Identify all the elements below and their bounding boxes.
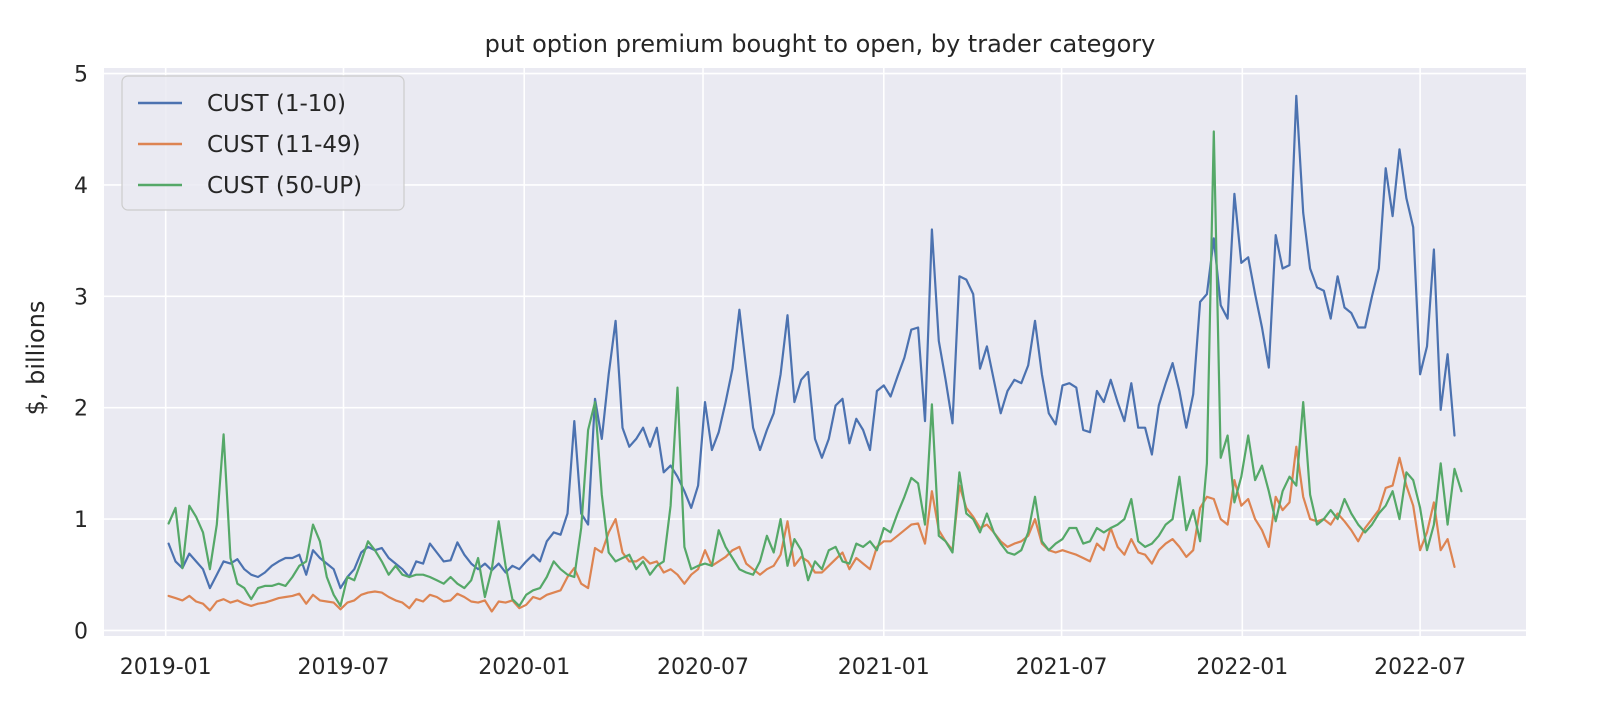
y-tick-label: 2 (74, 397, 88, 422)
y-tick-label: 4 (74, 174, 88, 199)
y-axis-label: $, billions (22, 301, 50, 416)
x-axis-ticks: 2019-01 2019-07 2020-01 2020-07 2021-01 2021-… (120, 655, 1466, 680)
y-axis-ticks: 0 1 2 3 4 5 (74, 63, 88, 645)
y-tick-label: 5 (74, 63, 88, 88)
x-tick-label: 2020-01 (478, 655, 570, 680)
y-tick-label: 0 (74, 619, 88, 644)
x-tick-label: 2020-07 (657, 655, 749, 680)
chart-title: put option premium bought to open, by tr… (485, 30, 1156, 58)
series-line-3 (167, 130, 1463, 608)
x-tick-label: 2021-07 (1016, 655, 1108, 680)
legend-label-1: CUST (1-10) (207, 91, 346, 117)
legend: CUST (1-10) CUST (11-49) CUST (50-UP) (121, 75, 405, 211)
legend-box (121, 75, 405, 211)
y-tick-label: 3 (74, 285, 88, 310)
series-line-2 (167, 445, 1456, 613)
legend-label-2: CUST (11-49) (207, 132, 361, 158)
x-tick-label: 2022-01 (1196, 655, 1288, 680)
legend-label-3: CUST (50-UP) (207, 173, 362, 199)
y-tick-label: 1 (74, 508, 88, 533)
series-line-1 (167, 94, 1456, 590)
series-layer (167, 94, 1463, 613)
x-tick-label: 2021-01 (838, 655, 930, 680)
x-tick-label: 2019-07 (298, 655, 390, 680)
x-tick-label: 2022-07 (1374, 655, 1466, 680)
x-tick-label: 2019-01 (120, 655, 212, 680)
